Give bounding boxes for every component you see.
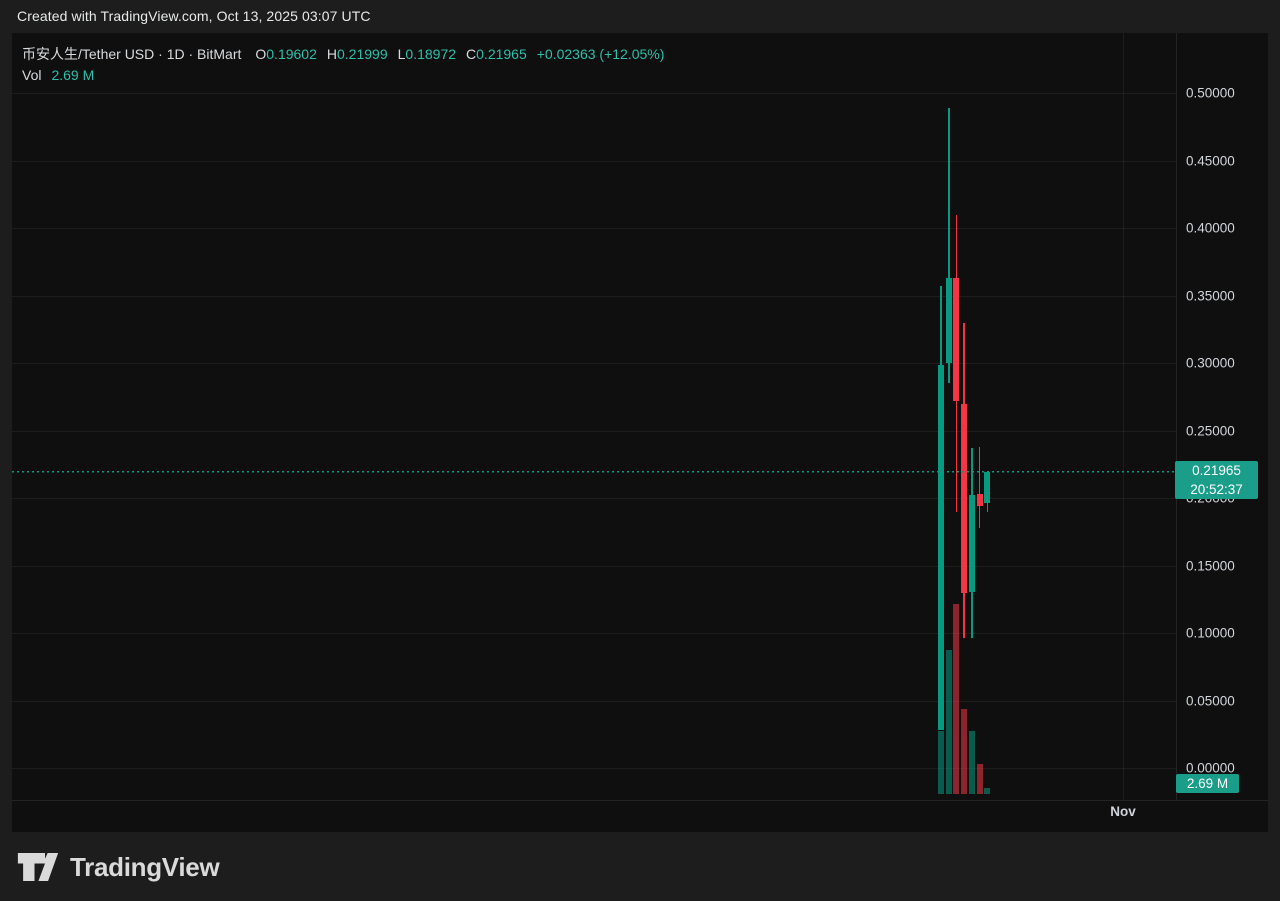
gridline-horizontal: [12, 768, 1176, 769]
volume-label: Vol: [22, 66, 42, 83]
gridline-horizontal: [12, 633, 1176, 634]
volume-bar: [968, 731, 975, 794]
chart-widget: [12, 33, 1268, 832]
price-axis-tick[interactable]: 0.25000: [1186, 423, 1235, 438]
legend-symbol-row: 币安人生/Tether USD · 1D · BitMart O0.19602 H…: [22, 43, 664, 64]
ohlc-value-l: 0.18972: [405, 45, 457, 62]
volume-badge: 2.69 M: [1176, 774, 1239, 793]
price-axis-tick[interactable]: 0.50000: [1186, 85, 1235, 101]
change-value: +0.02363 (+12.05%): [536, 45, 665, 62]
ohlc-value-c: 0.21965: [476, 45, 527, 62]
attribution-text: Created with TradingView.com, Oct 13, 20…: [17, 8, 371, 24]
candle-body: [968, 495, 975, 593]
volume-value: 2.69 M: [51, 66, 95, 83]
tradingview-logo[interactable]: TradingView: [17, 849, 220, 885]
candle-body: [984, 471, 991, 504]
last-price-value: 0.21965: [1192, 462, 1241, 478]
attribution-bar: Created with TradingView.com, Oct 13, 20…: [0, 0, 1280, 33]
tradingview-logo-text: TradingView: [70, 851, 220, 882]
ohlc-prefix-o: O: [255, 45, 267, 62]
price-axis-tick[interactable]: 0.45000: [1186, 153, 1235, 168]
gridline-vertical-nov: [1123, 33, 1124, 800]
ohlc-prefix-l: L: [397, 45, 406, 62]
time-axis-divider: [12, 800, 1268, 801]
candle-body: [961, 403, 968, 593]
candle-wick: [948, 107, 950, 384]
tradingview-logo-icon: [17, 853, 59, 881]
legend-volume-row: Vol 2.69 M: [22, 64, 664, 85]
ohlc-value-o: 0.19602: [266, 45, 317, 62]
gridline-horizontal: [12, 363, 1176, 364]
gridline-horizontal: [12, 430, 1176, 432]
candle-body: [945, 278, 952, 363]
candle-body: [976, 493, 983, 506]
gridline-horizontal: [12, 228, 1176, 229]
bar-countdown: 20:52:37: [1190, 481, 1243, 497]
ohlc-prefix-h: H: [326, 45, 337, 62]
ohlc-prefix-c: C: [466, 45, 477, 62]
ohlc-values: O0.19602 H0.21999 L0.18972 C0.21965 +0.02363…: [255, 46, 664, 62]
time-axis-label-nov: Nov: [1110, 804, 1136, 819]
volume-bar: [938, 731, 944, 794]
volume-bar: [984, 788, 991, 794]
price-axis-tick[interactable]: 0.10000: [1186, 625, 1235, 641]
last-price-badge: 0.21965 20:52:37: [1175, 460, 1258, 499]
price-axis-tick[interactable]: 0.00000: [1186, 760, 1235, 776]
ohlc-value-h: 0.21999: [337, 45, 388, 62]
price-axis-tick[interactable]: 0.15000: [1186, 558, 1235, 573]
gridline-horizontal: [12, 160, 1176, 162]
gridline-horizontal: [12, 565, 1176, 567]
footer-bar: TradingView: [0, 833, 1280, 901]
candle-body: [938, 365, 944, 731]
legend: 币安人生/Tether USD · 1D · BitMart O0.19602 H…: [22, 43, 664, 85]
candle-wick: [978, 446, 981, 528]
volume-bar: [961, 708, 968, 794]
volume-bar: [945, 649, 952, 794]
last-price-line: [12, 470, 1176, 473]
gridline-horizontal: [12, 93, 1176, 94]
gridline-horizontal: [12, 498, 1176, 499]
volume-bar: [953, 604, 960, 794]
volume-bar: [976, 763, 983, 794]
price-axis-tick[interactable]: 0.40000: [1186, 220, 1235, 236]
gridline-horizontal: [12, 295, 1176, 297]
price-axis-tick[interactable]: 0.30000: [1186, 355, 1235, 371]
gridline-horizontal: [12, 700, 1176, 702]
symbol-title: 币安人生/Tether USD · 1D · BitMart: [22, 45, 242, 62]
price-axis-divider: [1176, 33, 1177, 800]
candle-body: [953, 278, 960, 401]
price-axis-tick[interactable]: 0.05000: [1186, 693, 1235, 708]
price-axis-tick[interactable]: 0.35000: [1186, 288, 1235, 303]
